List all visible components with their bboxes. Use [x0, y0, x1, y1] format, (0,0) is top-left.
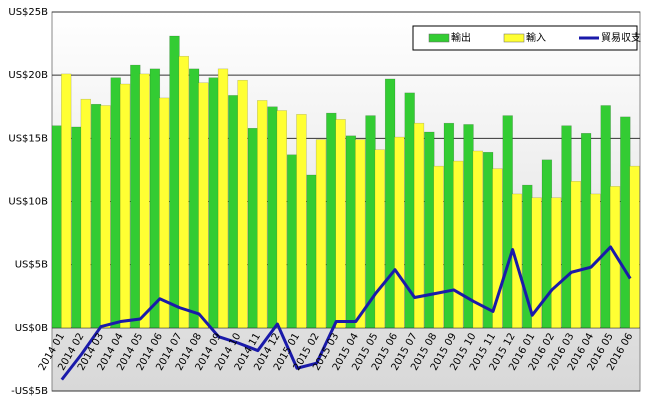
legend-box — [412, 25, 638, 51]
bar — [453, 160, 464, 329]
y-tick-label: -US$5B — [11, 386, 48, 397]
bar — [345, 135, 357, 329]
bar — [482, 151, 494, 329]
bar — [570, 181, 581, 329]
line — [60, 245, 632, 381]
bar — [306, 174, 317, 329]
bar — [620, 116, 631, 329]
bar — [267, 106, 278, 329]
bar — [130, 64, 141, 329]
bar — [178, 55, 189, 329]
bar — [600, 105, 611, 329]
bar — [100, 105, 111, 329]
bar — [609, 186, 621, 329]
bar — [374, 149, 385, 329]
bar — [531, 197, 542, 329]
bar — [315, 139, 327, 329]
bar — [237, 79, 248, 329]
bar — [61, 73, 72, 329]
bar — [335, 119, 346, 329]
bar — [119, 83, 131, 329]
bar — [629, 165, 640, 329]
bar — [217, 68, 229, 329]
bar — [198, 82, 209, 329]
bar — [80, 98, 91, 329]
legend-label: 貿易収支 — [601, 32, 641, 44]
bar — [384, 78, 396, 329]
bar — [169, 35, 180, 329]
bar — [326, 112, 337, 329]
y-tick-label: US$10B — [8, 197, 48, 208]
y-tick-label: US$20B — [8, 70, 48, 81]
bar — [159, 97, 170, 329]
y-tick-label: US$5B — [15, 260, 48, 271]
bar — [149, 68, 161, 329]
bar — [228, 95, 239, 329]
bar — [276, 110, 287, 329]
bar — [188, 68, 200, 329]
bar — [502, 115, 513, 329]
legend-swatch — [503, 33, 525, 43]
bar — [424, 131, 435, 329]
bar — [492, 168, 503, 329]
bar — [394, 136, 405, 329]
bar — [139, 73, 150, 329]
y-tick-label: US$15B — [8, 133, 48, 144]
bar — [296, 114, 307, 329]
y-tick-label: US$0B — [15, 323, 48, 334]
y-tick-label: US$25B — [8, 7, 48, 18]
bar — [561, 125, 572, 329]
bar — [433, 165, 444, 329]
legend-label: 輸入 — [526, 31, 546, 44]
bar — [472, 150, 483, 329]
bar — [257, 100, 268, 329]
bar — [355, 139, 366, 329]
bar — [413, 122, 425, 329]
legend-swatch — [428, 33, 450, 43]
bar — [71, 126, 82, 329]
bar — [580, 133, 592, 329]
bar — [443, 122, 455, 329]
bar — [110, 77, 121, 329]
bar — [208, 77, 219, 329]
legend-label: 輸出 — [451, 31, 471, 44]
bar — [551, 197, 562, 329]
bar — [51, 125, 63, 329]
bar — [247, 127, 259, 329]
bar — [286, 154, 298, 329]
bar — [90, 103, 102, 329]
